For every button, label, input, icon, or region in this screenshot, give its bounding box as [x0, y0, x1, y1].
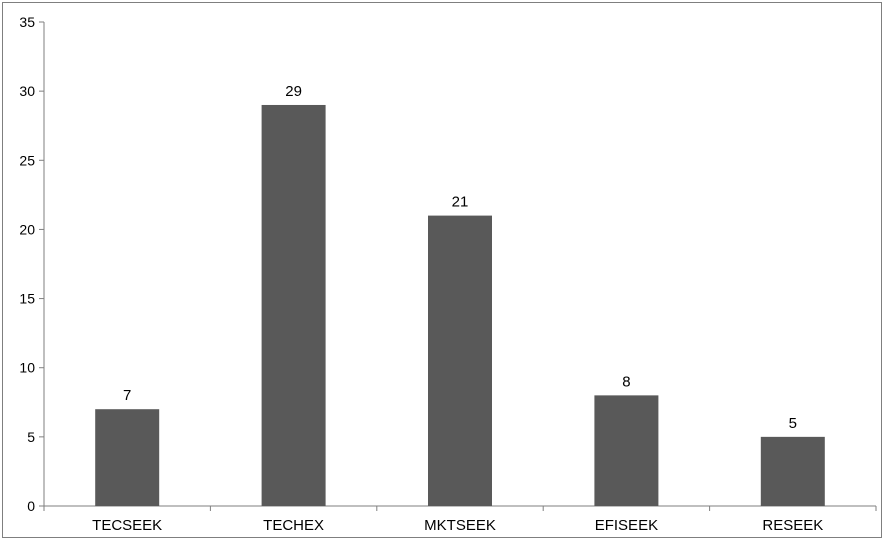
bar-mktseek [428, 215, 492, 506]
x-category-label: TECSEEK [92, 517, 162, 534]
x-category-label: TECHEX [263, 517, 324, 534]
y-tick-label: 20 [19, 221, 35, 237]
bar-reseek [760, 436, 825, 506]
x-category-label: MKTSEEK [424, 517, 496, 534]
bar-efiseek [594, 395, 659, 506]
data-label-tecseek: 7 [123, 387, 131, 404]
bar-techex [261, 104, 326, 506]
y-tick-label: 25 [19, 152, 35, 168]
y-axis: 0 5 10 15 20 25 30 35 [19, 14, 45, 514]
y-tick-label: 10 [19, 360, 35, 376]
x-axis: TECSEEK TECHEX MKTSEEK EFISEEK RESEEK [43, 505, 877, 534]
y-tick-label: 30 [19, 83, 35, 99]
data-labels: 7 29 21 8 5 [123, 83, 797, 432]
x-category-label: RESEEK [762, 517, 823, 534]
y-tick-label: 0 [27, 498, 35, 514]
bar-tecseek [95, 409, 160, 506]
y-tick-label: 15 [19, 291, 35, 307]
x-category-label: EFISEEK [595, 517, 658, 534]
bars [95, 104, 825, 506]
data-label-techex: 29 [285, 83, 302, 100]
data-label-reseek: 5 [789, 415, 797, 432]
data-label-efiseek: 8 [622, 373, 630, 390]
data-label-mktseek: 21 [452, 194, 469, 211]
y-tick-label: 35 [19, 14, 35, 30]
y-tick-label: 5 [27, 429, 35, 445]
